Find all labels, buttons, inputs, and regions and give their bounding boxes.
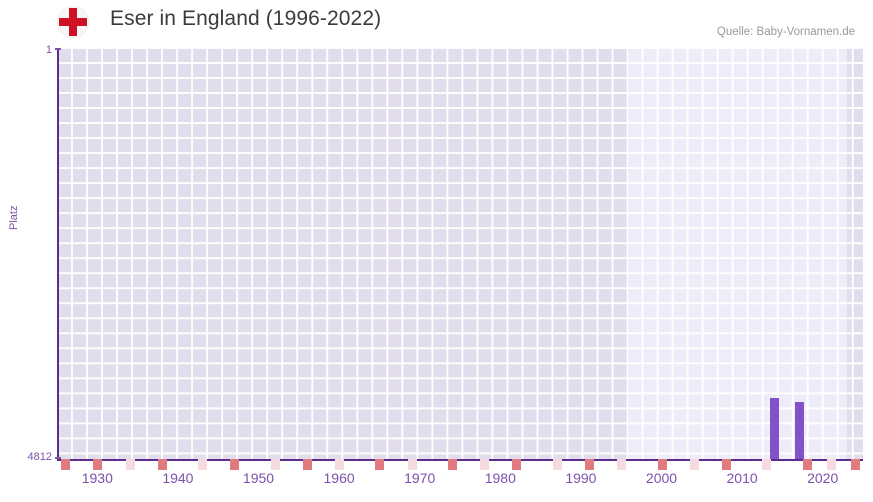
x-axis-tick-2020: 2020: [807, 470, 839, 486]
axis-marker-1991: [584, 459, 594, 470]
axis-marker-2018: [802, 459, 812, 470]
y-axis-title: Platz: [8, 205, 20, 230]
source-attribution: Quelle: Baby-Vornamen.de: [716, 26, 855, 38]
chart-title: Eser in England (1996-2022): [110, 7, 382, 30]
y-axis-tickmark-top: [55, 48, 61, 50]
x-axis-labels: 1930 1940 1950 1960 1970 1980 1990 2000 2010 2020: [57, 470, 863, 492]
y-axis-tick-top: 1: [45, 44, 52, 56]
plot-area: [55, 48, 863, 470]
y-axis-tick-bottom: 4812: [27, 451, 52, 463]
y-axis-tickmark-bottom: [55, 457, 61, 459]
england-flag-icon: [57, 6, 89, 38]
x-axis-tick-2010: 2010: [726, 470, 758, 486]
axis-marker-1987: [552, 459, 562, 470]
bar-2014[interactable]: [770, 398, 780, 459]
axis-marker-2008: [721, 459, 731, 470]
axis-marker-2021: [826, 459, 836, 470]
grid-lines: [57, 48, 863, 459]
y-axis-line: [57, 48, 59, 459]
axis-marker-1926: [61, 459, 71, 470]
axis-marker-1974: [447, 459, 457, 470]
chart-header: Eser in England (1996-2022) Quelle: Baby…: [0, 0, 873, 44]
x-axis-tick-1980: 1980: [484, 470, 516, 486]
x-axis-line: [57, 459, 863, 461]
bar-2017[interactable]: [794, 402, 804, 459]
x-axis-tick-1990: 1990: [565, 470, 597, 486]
axis-marker-1952: [270, 459, 280, 470]
axis-marker-2000: [657, 459, 667, 470]
x-axis-tick-1930: 1930: [81, 470, 113, 486]
axis-marker-1934: [125, 459, 135, 470]
axis-marker-1938: [157, 459, 167, 470]
axis-marker-1995: [617, 459, 627, 470]
axis-marker-1965: [375, 459, 385, 470]
axis-marker-1930: [93, 459, 103, 470]
axis-marker-1947: [230, 459, 240, 470]
x-axis-tick-1960: 1960: [323, 470, 355, 486]
axis-marker-1969: [407, 459, 417, 470]
x-axis-tick-1950: 1950: [242, 470, 275, 486]
axis-marker-1956: [302, 459, 312, 470]
axis-marker-2013: [762, 459, 772, 470]
x-axis-tick-1970: 1970: [404, 470, 436, 486]
x-axis-tick-1940: 1940: [162, 470, 194, 486]
axis-marker-1943: [198, 459, 208, 470]
flag-cross-vertical: [69, 8, 77, 36]
axis-marker-1960: [335, 459, 345, 470]
axis-marker-1978: [480, 459, 490, 470]
axis-marker-2004: [689, 459, 699, 470]
x-axis-tick-2000: 2000: [645, 470, 678, 486]
axis-marker-1982: [512, 459, 522, 470]
y-axis-labels: 1 4812: [0, 44, 52, 463]
axis-marker-2024: [850, 459, 860, 470]
